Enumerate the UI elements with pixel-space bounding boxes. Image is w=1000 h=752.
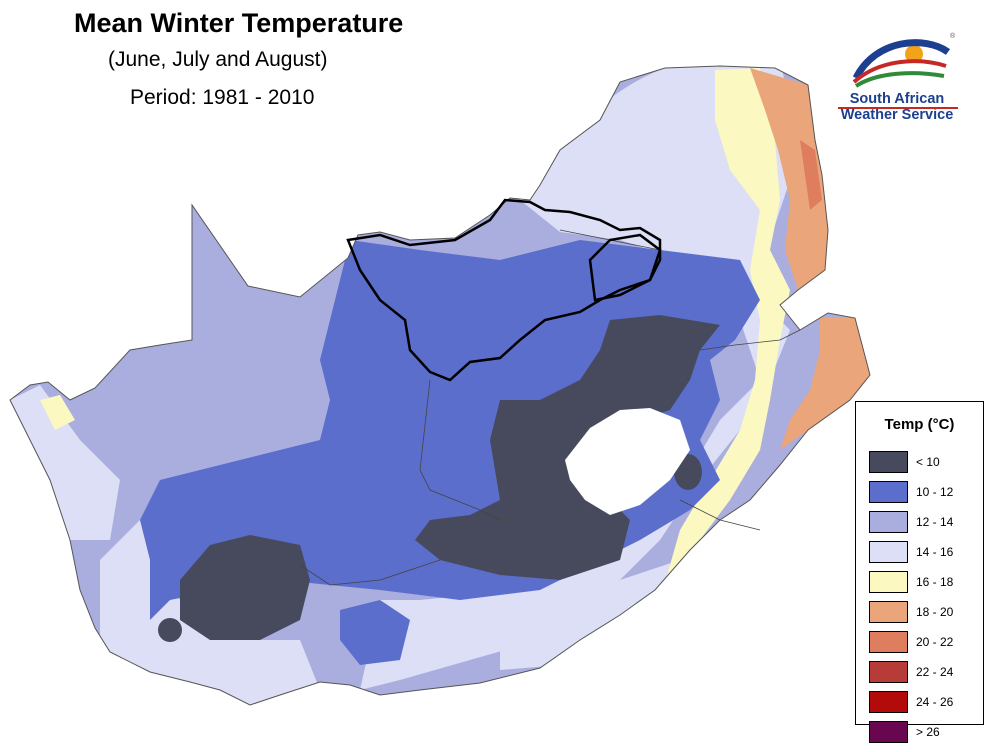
legend-item: 20 - 22 — [869, 627, 953, 657]
legend-label: 12 - 14 — [916, 515, 954, 529]
map-title: Mean Winter Temperature — [74, 8, 404, 38]
temperature-legend: Temp (°C) < 10 10 - 12 12 - 14 14 - 16 16 - … — [855, 401, 984, 743]
legend-item: 10 - 12 — [869, 477, 953, 507]
legend-label: 16 - 18 — [916, 575, 954, 589]
zone-below-10-central — [415, 315, 720, 580]
legend-swatch — [869, 691, 908, 713]
zone-below-10-west — [180, 535, 310, 640]
zone-14-16-southeast — [500, 560, 690, 670]
legend-swatch — [869, 451, 908, 473]
legend-item: 16 - 18 — [869, 567, 953, 597]
legend-swatch — [869, 571, 908, 593]
zone-16-18-east-coast — [660, 68, 790, 600]
zone-18-20-southeast — [780, 318, 870, 450]
legend-label: 22 - 24 — [916, 665, 954, 679]
zone-18-20-northeast — [750, 68, 828, 290]
zone-14-16-north — [360, 66, 800, 690]
legend-label: < 10 — [916, 455, 940, 469]
svg-text:®: ® — [950, 32, 956, 40]
legend-item: 14 - 16 — [869, 537, 953, 567]
legend-item: 12 - 14 — [869, 507, 953, 537]
lesotho — [565, 408, 690, 515]
zone-10-12-south-patch — [340, 600, 410, 665]
zone-16-18-small — [40, 395, 75, 430]
legend-swatch — [869, 601, 908, 623]
map-period: Period: 1981 - 2010 — [130, 86, 315, 109]
legend-item: > 26 — [869, 717, 953, 747]
legend-label: 24 - 26 — [916, 695, 954, 709]
legend-label: 20 - 22 — [916, 635, 954, 649]
legend-swatch — [869, 631, 908, 653]
logo-line-1: South African — [849, 91, 945, 107]
legend-swatch — [869, 541, 908, 563]
legend-label: > 26 — [916, 725, 940, 739]
saws-logo: ® South African Weather Service — [826, 28, 976, 128]
legend-item: 18 - 20 — [869, 597, 953, 627]
legend-item: < 10 — [869, 447, 953, 477]
north-west-border — [346, 198, 662, 382]
zone-20-22 — [800, 140, 822, 210]
legend-swatch — [869, 481, 908, 503]
map-subtitle: (June, July and August) — [108, 48, 328, 71]
legend-label: 18 - 20 — [916, 605, 954, 619]
zone-14-16-west — [10, 385, 120, 540]
saws-logo-icon: ® — [852, 32, 956, 88]
legend-item: 22 - 24 — [869, 657, 953, 687]
saws-logo-text: South African Weather Service — [826, 91, 968, 123]
country-outline — [9, 65, 871, 706]
legend-swatch — [869, 661, 908, 683]
legend-swatch — [869, 721, 908, 743]
logo-divider — [838, 107, 958, 109]
gauteng-border — [588, 233, 662, 302]
legend-item: 24 - 26 — [869, 687, 953, 717]
logo-line-2: Weather Service — [840, 107, 954, 123]
province-borders — [299, 229, 801, 586]
legend-label: 10 - 12 — [916, 485, 954, 499]
legend-label: 14 - 16 — [916, 545, 954, 559]
zone-below-10-dot — [158, 618, 182, 642]
legend-swatch — [869, 511, 908, 533]
legend-title: Temp (°C) — [884, 416, 955, 433]
legend-items: < 10 10 - 12 12 - 14 14 - 16 16 - 18 18 - 20 2… — [869, 447, 953, 747]
